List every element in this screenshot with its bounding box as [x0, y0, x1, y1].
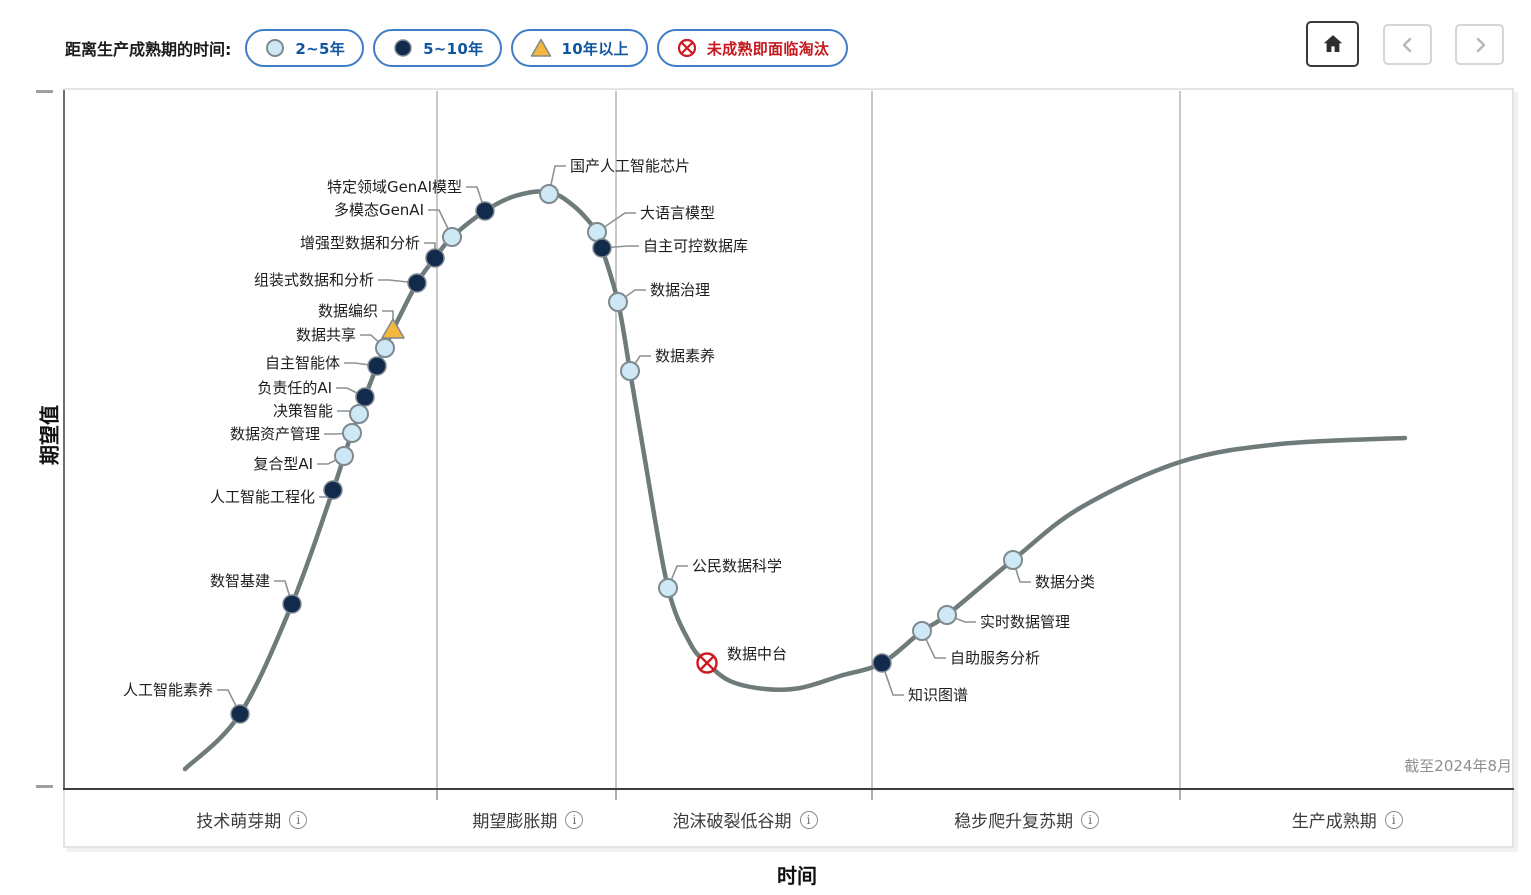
point-label: 复合型AI: [253, 455, 313, 473]
point-label: 自助服务分析: [950, 649, 1041, 667]
marker-10yr-plus[interactable]: [381, 318, 405, 339]
red-crossed-circle-icon: [677, 38, 696, 58]
point-label: 数据治理: [650, 281, 711, 299]
marker-2-5yr[interactable]: [442, 227, 462, 247]
point-label: 决策智能: [272, 402, 333, 420]
point-label: 多模态GenAI: [333, 201, 424, 219]
point-label: 特定领域GenAI模型: [326, 178, 462, 196]
prev-button[interactable]: [1383, 24, 1432, 65]
phase-cell-5: 生产成熟期 i: [1180, 791, 1514, 848]
marker-2-5yr[interactable]: [608, 292, 628, 312]
point-label: 数据共享: [295, 326, 356, 344]
phase-cell-4: 稳步爬升复苏期 i: [873, 791, 1181, 848]
point-label: 公民数据科学: [692, 557, 783, 575]
marker-2-5yr[interactable]: [620, 361, 640, 381]
point-label: 数据分类: [1035, 573, 1096, 591]
y-axis-tick-top: [36, 90, 53, 93]
point-label: 数据资产管理: [229, 425, 320, 443]
marker-2-5yr[interactable]: [587, 222, 607, 242]
point-label: 人工智能工程化: [209, 488, 315, 506]
info-icon[interactable]: i: [289, 810, 308, 829]
point-label: 自主智能体: [264, 354, 340, 372]
phase-cell-2: 期望膨胀期 i: [438, 791, 617, 848]
marker-5-10yr[interactable]: [323, 480, 343, 500]
info-icon[interactable]: i: [1384, 810, 1403, 829]
marker-5-10yr[interactable]: [407, 273, 427, 293]
point-label: 组装式数据和分析: [253, 271, 374, 289]
marker-2-5yr[interactable]: [937, 605, 957, 625]
marker-2-5yr[interactable]: [334, 446, 354, 466]
info-icon[interactable]: i: [565, 810, 584, 829]
phase-band: 技术萌芽期 i 期望膨胀期 i 泡沫破裂低谷期 i 稳步爬升复苏期 i 生产成熟期 i: [65, 791, 1514, 848]
chevron-left-icon: [1402, 37, 1411, 52]
legend-pill-label: 2~5年: [295, 39, 346, 58]
x-axis-title: 时间: [777, 864, 817, 888]
phase-label: 生产成熟期: [1291, 812, 1377, 832]
y-axis-title: 期望值: [37, 405, 62, 465]
legend-pill-1[interactable]: 2~5年: [245, 29, 365, 67]
phase-label: 技术萌芽期: [196, 812, 282, 832]
phase-cell-1: 技术萌芽期 i: [65, 791, 438, 848]
legend-pill-label: 10年以上: [561, 39, 629, 58]
dot-light-blue-icon: [266, 39, 285, 57]
legend-pill-2[interactable]: 5~10年: [373, 29, 503, 67]
marker-5-10yr[interactable]: [230, 704, 250, 724]
info-icon[interactable]: i: [799, 810, 818, 829]
marker-5-10yr[interactable]: [355, 387, 375, 407]
yellow-triangle-icon: [531, 38, 552, 57]
marker-2-5yr[interactable]: [539, 184, 559, 204]
point-label: 数智基建: [209, 572, 270, 590]
marker-5-10yr[interactable]: [282, 594, 302, 614]
label-connector: [881, 662, 904, 696]
chart-frame: [63, 88, 1514, 848]
legend-row: 距离生产成熟期的时间: 2~5年 5~10年 10年以上 未成熟即面临淘汰: [65, 29, 849, 67]
as-of-date: 截至2024年8月: [1404, 757, 1512, 775]
point-label: 国产人工智能芯片: [570, 157, 691, 175]
marker-2-5yr[interactable]: [1003, 550, 1023, 570]
phase-label: 期望膨胀期: [472, 812, 558, 832]
home-button[interactable]: [1306, 21, 1359, 67]
point-label: 人工智能素养: [122, 681, 213, 699]
marker-5-10yr[interactable]: [872, 653, 892, 673]
label-connector: [596, 212, 636, 233]
marker-2-5yr[interactable]: [342, 423, 362, 443]
dot-dark-navy-icon: [394, 39, 412, 57]
marker-2-5yr[interactable]: [375, 338, 395, 358]
legend-pill-3[interactable]: 10年以上: [511, 29, 648, 67]
point-label: 大语言模型: [640, 204, 716, 222]
next-button[interactable]: [1455, 24, 1504, 65]
point-label: 数据素养: [655, 347, 716, 365]
legend-pill-label: 5~10年: [423, 39, 484, 58]
y-axis-tick-bottom: [36, 785, 53, 788]
home-icon: [1323, 35, 1342, 52]
marker-2-5yr[interactable]: [912, 621, 932, 641]
phase-label: 泡沫破裂低谷期: [672, 812, 792, 832]
phase-cell-3: 泡沫破裂低谷期 i: [617, 791, 873, 848]
point-label: 实时数据管理: [980, 613, 1071, 631]
marker-5-10yr[interactable]: [592, 238, 612, 258]
marker-5-10yr[interactable]: [475, 201, 495, 221]
marker-obsolete[interactable]: [696, 652, 718, 674]
marker-2-5yr[interactable]: [349, 404, 369, 424]
point-label: 负责任的AI: [257, 379, 332, 397]
legend-pills: 2~5年 5~10年 10年以上 未成熟即面临淘汰: [245, 29, 849, 67]
point-label: 数据编织: [317, 302, 378, 320]
point-label: 数据中台: [727, 645, 788, 663]
point-label: 知识图谱: [908, 686, 969, 704]
point-label: 自主可控数据库: [643, 237, 749, 255]
phase-label: 稳步爬升复苏期: [954, 812, 1074, 832]
legend-pill-label: 未成熟即面临淘汰: [706, 39, 830, 58]
marker-5-10yr[interactable]: [425, 248, 445, 268]
marker-2-5yr[interactable]: [658, 578, 678, 598]
info-icon[interactable]: i: [1081, 810, 1100, 829]
legend-pill-4[interactable]: 未成熟即面临淘汰: [656, 29, 849, 67]
chevron-right-icon: [1476, 37, 1485, 52]
marker-5-10yr[interactable]: [367, 356, 387, 376]
point-label: 增强型数据和分析: [299, 234, 420, 252]
legend-title: 距离生产成熟期的时间:: [65, 40, 232, 59]
